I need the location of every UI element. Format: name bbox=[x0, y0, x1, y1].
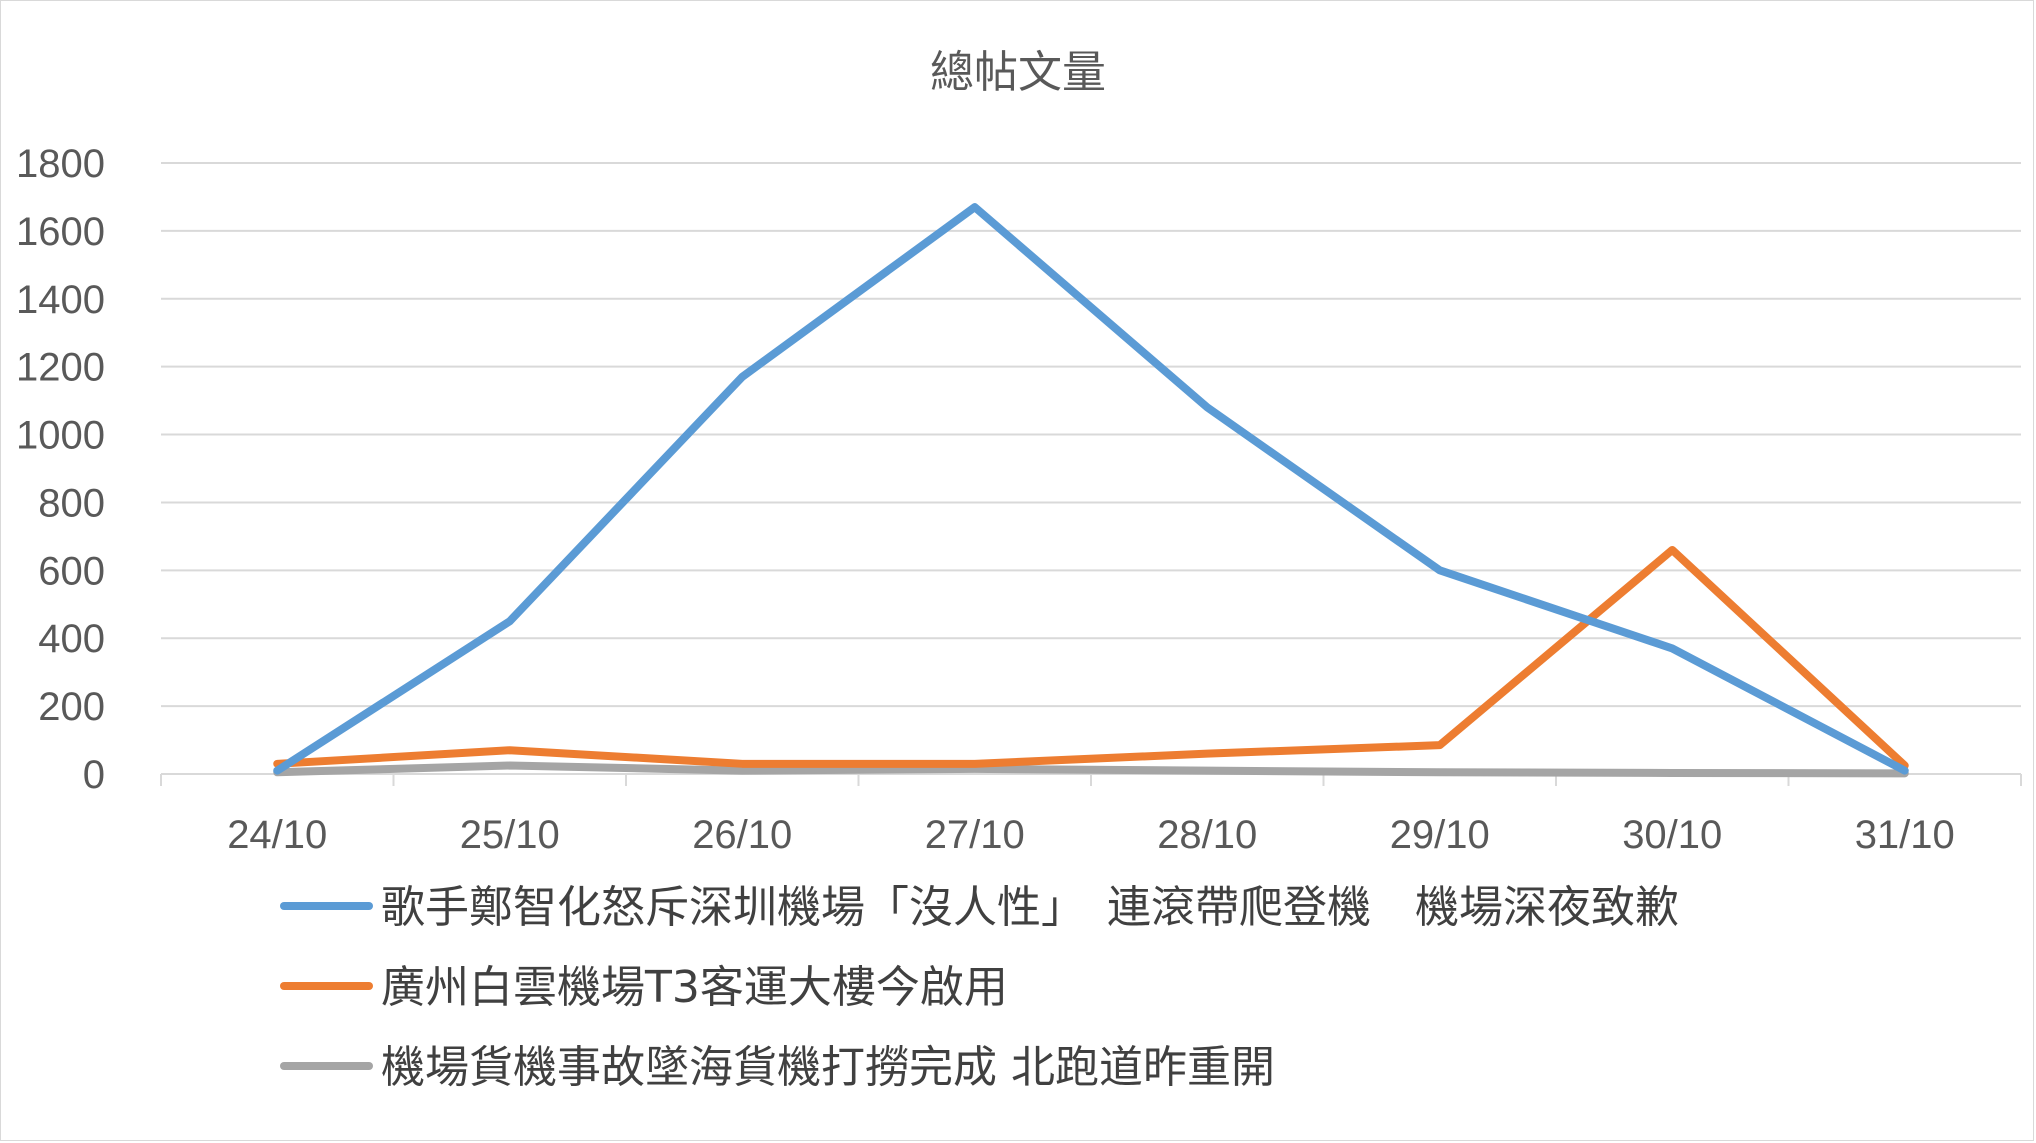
legend-entry: 廣州白雲機場T3客運大樓今啟用 bbox=[381, 962, 1008, 1013]
y-axis-tick-labels: 0 200 400 600 800 1000 1200 1400 1600 1800 bbox=[16, 142, 105, 797]
grid-lines bbox=[161, 162, 2021, 708]
y-tick-label: 0 bbox=[83, 753, 105, 797]
y-tick-label: 1600 bbox=[16, 210, 105, 254]
series-line bbox=[273, 545, 1909, 770]
y-tick-label: 600 bbox=[38, 549, 105, 593]
x-tick-label: 26/10 bbox=[692, 813, 792, 857]
chart-title: 總帖文量 bbox=[930, 47, 1106, 98]
series-lines bbox=[273, 203, 1909, 778]
x-tick-label: 24/10 bbox=[227, 813, 327, 857]
x-tick-label: 31/10 bbox=[1855, 813, 1955, 857]
y-tick-label: 200 bbox=[38, 685, 105, 729]
y-tick-label: 1200 bbox=[16, 346, 105, 390]
x-tick-label: 25/10 bbox=[460, 813, 560, 857]
legend: 歌手鄭智化怒斥深圳機場「沒人性」 連滾帶爬登機 機場深夜致歉廣州白雲機場T3客運… bbox=[280, 882, 1679, 1093]
y-tick-label: 1000 bbox=[16, 414, 105, 458]
x-tick-label: 30/10 bbox=[1622, 813, 1722, 857]
series-line bbox=[273, 761, 1909, 778]
y-tick-label: 1800 bbox=[16, 142, 105, 186]
x-tick-label: 28/10 bbox=[1157, 813, 1257, 857]
y-tick-label: 1400 bbox=[16, 278, 105, 322]
x-axis-tick-labels: 24/10 25/10 26/10 27/10 28/10 29/10 30/10 31/10 bbox=[227, 813, 1955, 857]
y-tick-label: 800 bbox=[38, 481, 105, 525]
x-tick-label: 29/10 bbox=[1390, 813, 1490, 857]
y-tick-label: 400 bbox=[38, 617, 105, 661]
x-tick-label: 27/10 bbox=[925, 813, 1025, 857]
series-line bbox=[273, 203, 1909, 775]
legend-entry: 機場貨機事故墜海貨機打撈完成 北跑道昨重開 bbox=[381, 1042, 1275, 1093]
legend-entry: 歌手鄭智化怒斥深圳機場「沒人性」 連滾帶爬登機 機場深夜致歉 bbox=[381, 882, 1679, 933]
